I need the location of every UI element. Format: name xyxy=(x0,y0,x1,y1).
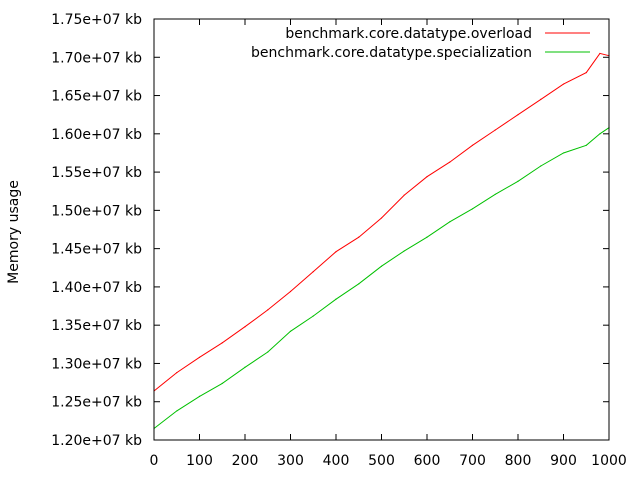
x-tick-label: 0 xyxy=(150,453,159,469)
data-point-1 xyxy=(517,180,519,182)
y-tick-label: 1.75e+07 kb xyxy=(51,12,142,28)
x-tick-label: 200 xyxy=(232,453,259,469)
data-point-1 xyxy=(289,330,292,332)
data-point-1 xyxy=(380,265,383,267)
data-point-0 xyxy=(221,342,223,344)
y-tick-label: 1.45e+07 kb xyxy=(51,242,142,258)
y-tick-label: 1.40e+07 kb xyxy=(51,280,142,296)
data-point-0 xyxy=(244,326,246,328)
x-tick-label: 700 xyxy=(459,453,486,469)
series-line-1 xyxy=(153,127,610,429)
x-tick-label: 800 xyxy=(505,453,532,469)
data-point-0 xyxy=(358,236,360,238)
data-point-0 xyxy=(585,71,587,74)
data-point-1 xyxy=(585,144,587,146)
y-axis-title: Memory usage xyxy=(6,180,22,284)
data-point-0 xyxy=(517,114,519,116)
y-tick-label: 1.65e+07 kb xyxy=(51,89,142,105)
data-point-0 xyxy=(380,217,383,219)
x-tick-label: 600 xyxy=(414,453,441,469)
data-point-1 xyxy=(449,221,451,223)
data-point-0 xyxy=(176,372,178,374)
data-point-1 xyxy=(267,351,269,353)
legend-label: benchmark.core.datatype.specialization xyxy=(251,45,532,61)
data-point-1 xyxy=(198,395,201,397)
series-line-0 xyxy=(153,52,610,392)
data-point-1 xyxy=(562,152,565,154)
data-point-1 xyxy=(403,250,405,252)
data-point-1 xyxy=(312,315,314,317)
data-point-1 xyxy=(426,236,428,238)
x-tick-label: 400 xyxy=(323,453,350,469)
data-point-0 xyxy=(599,52,601,55)
data-point-1 xyxy=(471,208,474,210)
data-point-0 xyxy=(426,176,428,178)
data-point-0 xyxy=(198,356,201,358)
plot-frame xyxy=(153,18,610,441)
data-point-1 xyxy=(358,283,360,285)
x-tick-label: 100 xyxy=(186,453,213,469)
data-point-0 xyxy=(449,161,451,163)
x-tick-label: 300 xyxy=(277,453,304,469)
y-tick-label: 1.20e+07 kb xyxy=(51,433,142,449)
data-point-0 xyxy=(403,194,405,196)
data-point-1 xyxy=(221,382,223,384)
y-tick-label: 1.30e+07 kb xyxy=(51,356,142,372)
x-tick-label: 500 xyxy=(368,453,395,469)
y-tick-label: 1.70e+07 kb xyxy=(51,50,142,66)
plot-series xyxy=(153,52,610,430)
y-tick-label: 1.50e+07 kb xyxy=(51,203,142,219)
y-axis: 1.20e+07 kb 1.25e+07 kb 1.30e+07 kb 1.35e+0… xyxy=(51,12,609,449)
data-point-0 xyxy=(540,98,542,100)
data-point-1 xyxy=(599,133,601,135)
data-point-1 xyxy=(176,410,178,412)
data-point-0 xyxy=(267,309,269,311)
data-point-1 xyxy=(540,165,542,167)
legend: benchmark.core.datatype.overload benchmar… xyxy=(251,26,590,61)
data-point-1 xyxy=(494,193,496,195)
data-point-0 xyxy=(312,271,314,273)
data-point-0 xyxy=(289,290,292,293)
data-point-1 xyxy=(335,298,337,300)
data-point-0 xyxy=(562,83,565,85)
y-tick-label: 1.25e+07 kb xyxy=(51,395,142,411)
data-point-0 xyxy=(471,144,474,146)
data-point-0 xyxy=(494,129,496,131)
data-point-0 xyxy=(335,251,337,253)
y-tick-label: 1.60e+07 kb xyxy=(51,127,142,143)
x-axis: 0 100 200 300 400 500 600 700 800 900 1000 xyxy=(150,19,627,469)
legend-label: benchmark.core.datatype.overload xyxy=(285,26,532,42)
data-point-1 xyxy=(244,366,246,368)
y-tick-label: 1.35e+07 kb xyxy=(51,318,142,334)
y-tick-label: 1.55e+07 kb xyxy=(51,165,142,181)
x-tick-label: 1000 xyxy=(591,453,627,469)
x-tick-label: 900 xyxy=(550,453,577,469)
